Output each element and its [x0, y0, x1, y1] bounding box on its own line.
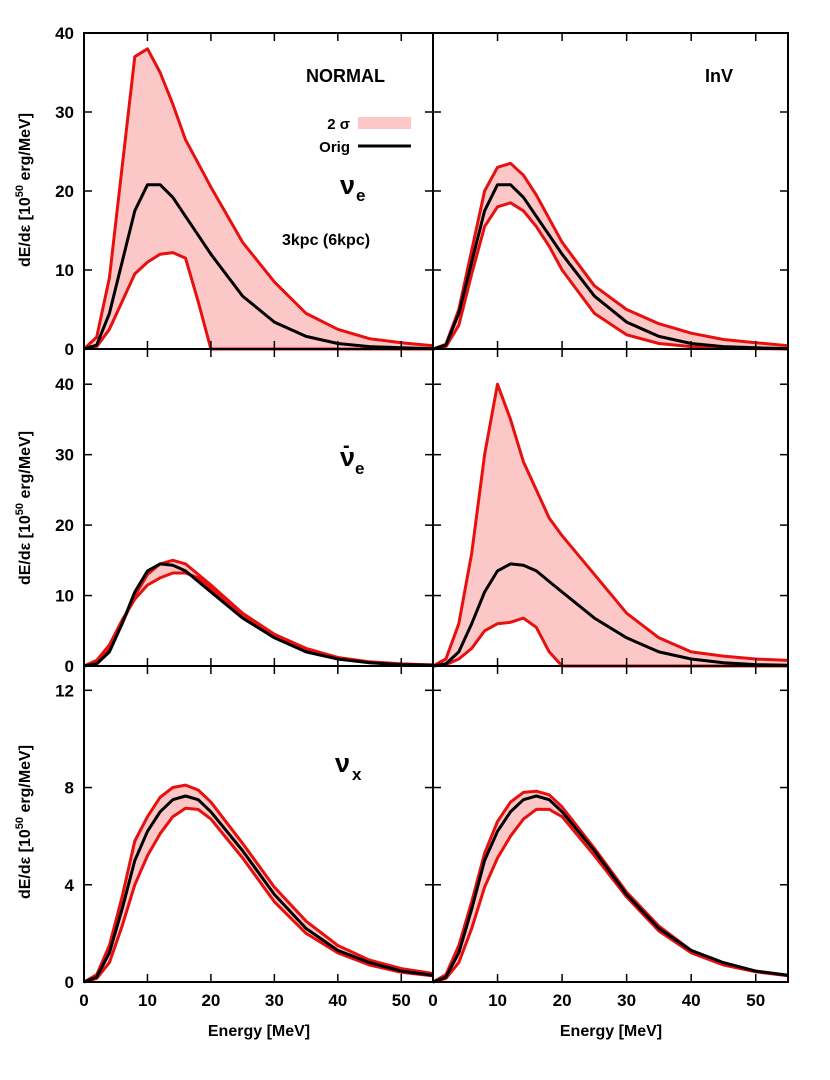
normal-hierarchy-label: NORMAL — [306, 66, 385, 86]
legend-line-label: Orig — [319, 139, 350, 156]
legend-band-swatch — [358, 117, 411, 129]
orig-line — [83, 794, 434, 984]
x-tick-label: 20 — [553, 991, 572, 1010]
y-tick-label: 10 — [55, 587, 74, 606]
sigma-upper-line — [432, 161, 789, 351]
nu-e-label: ν e — [340, 170, 365, 205]
panels: 0 10 20 30 40 0 10 20 30 40 0 10 20 30 40 50 0 4 8 12 0 10 20 3… — [55, 24, 789, 1010]
distance-label: 3kpc (6kpc) — [282, 232, 370, 249]
svg-text:x: x — [352, 765, 362, 784]
orig-line — [432, 562, 789, 668]
svg-text:-: - — [343, 435, 350, 457]
svg-text:e: e — [355, 459, 364, 478]
x-tick-label: 30 — [265, 991, 284, 1010]
panel-frame — [432, 665, 789, 983]
y-axis-label-middle: dE/dε [1050 erg/MeV] — [14, 431, 34, 585]
panel-nu_e-inv — [432, 32, 789, 351]
sigma-upper-line — [83, 558, 434, 668]
x-tick-label: 50 — [746, 991, 765, 1010]
orig-line — [83, 183, 434, 351]
x-tick-label: 40 — [328, 991, 347, 1010]
inverted-hierarchy-label: InV — [705, 66, 733, 86]
nu-x-label: ν x — [335, 748, 362, 784]
sigma-lower-line — [83, 806, 434, 984]
panel-nubar_e-inv — [432, 348, 789, 668]
y-tick-label: 0 — [65, 657, 74, 676]
sigma-band — [84, 48, 433, 350]
y-tick-label: 4 — [65, 876, 75, 895]
y-tick-label: 40 — [55, 375, 74, 394]
svg-text:ν: ν — [335, 748, 350, 778]
orig-line — [432, 183, 789, 351]
sigma-upper-line — [83, 783, 434, 984]
y-axis-label-top: dE/dε [1050 erg/MeV] — [14, 113, 34, 267]
panel-frame — [83, 348, 434, 667]
y-tick-label: 8 — [65, 779, 74, 798]
orig-line — [83, 562, 434, 668]
panel-nu_x-normal: 0 10 20 30 40 50 0 4 8 12 — [55, 665, 434, 1010]
sigma-band — [433, 384, 788, 666]
x-tick-label: 20 — [201, 991, 220, 1010]
y-tick-label: 12 — [55, 681, 74, 700]
x-axis-label-right: Energy [MeV] — [560, 1023, 662, 1040]
x-tick-label: 10 — [138, 991, 157, 1010]
panel-frame — [83, 665, 434, 983]
y-tick-label: 30 — [55, 103, 74, 122]
x-tick-label: 50 — [392, 991, 411, 1010]
y-tick-label: 10 — [55, 261, 74, 280]
y-tick-label: 20 — [55, 182, 74, 201]
y-tick-label: 0 — [65, 340, 74, 359]
svg-text:ν: ν — [340, 170, 355, 200]
y-tick-label: 40 — [55, 24, 74, 43]
y-tick-label: 20 — [55, 516, 74, 535]
y-axis-label-bottom: dE/dε [1050 erg/MeV] — [14, 745, 34, 899]
sigma-band — [84, 560, 433, 666]
x-tick-label: 0 — [79, 991, 88, 1010]
svg-text:ν: ν — [340, 442, 355, 472]
panel-nubar_e-normal: 0 10 20 30 40 — [55, 348, 434, 676]
y-tick-label: 0 — [65, 973, 74, 992]
x-axis-label-left: Energy [MeV] — [208, 1023, 310, 1040]
legend-band-label: 2 σ — [327, 116, 350, 133]
sigma-band — [433, 163, 788, 349]
x-tick-label: 10 — [488, 991, 507, 1010]
x-tick-label: 30 — [617, 991, 636, 1010]
sigma-upper-line — [82, 47, 434, 351]
sigma-lower-line — [432, 807, 789, 984]
panel-nu_x-inv: 0 10 20 30 40 50 — [428, 665, 789, 1010]
sigma-lower-line — [432, 201, 789, 351]
x-tick-label: 0 — [428, 991, 437, 1010]
y-tick-label: 30 — [55, 446, 74, 465]
x-tick-label: 40 — [682, 991, 701, 1010]
legend: 2 σ Orig — [319, 116, 411, 156]
svg-text:e: e — [356, 186, 365, 205]
nubar-e-label: - ν e — [340, 435, 364, 478]
sigma-upper-line — [432, 382, 789, 668]
orig-line — [432, 794, 789, 984]
